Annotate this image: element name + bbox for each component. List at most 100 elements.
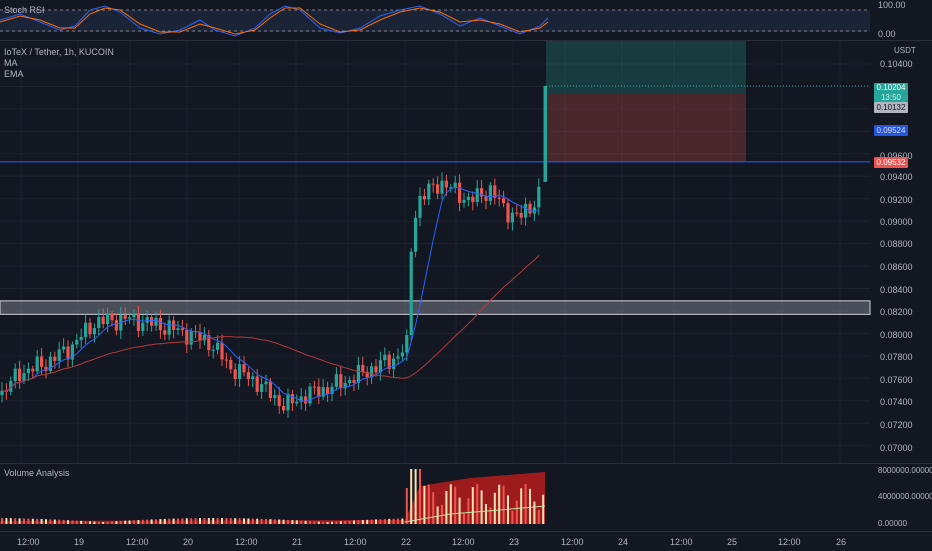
volume-bar xyxy=(278,519,281,524)
volume-bar xyxy=(62,519,65,524)
price-label: 0.09200 xyxy=(880,195,913,205)
volume-bar xyxy=(361,520,364,524)
candle-body xyxy=(378,360,382,373)
candle-body xyxy=(458,182,462,203)
pane-separator-bottom[interactable] xyxy=(0,463,932,464)
candle-body xyxy=(444,180,448,188)
volume-bar xyxy=(53,519,56,524)
price-axis[interactable]: 0.10400 0.09600 0.09400 0.09200 0.09000 … xyxy=(870,41,932,463)
volume-bar xyxy=(212,518,215,524)
volume-bar xyxy=(58,519,61,524)
price-label: 0.08200 xyxy=(880,307,913,317)
volume-bar xyxy=(137,520,140,524)
stoch-rsi-pane[interactable]: Stoch RSI 100.00 0.00 xyxy=(0,0,932,40)
volume-bar xyxy=(463,513,465,524)
candle-body xyxy=(471,196,475,203)
stoch-k-line xyxy=(0,5,549,37)
volume-bar xyxy=(128,520,131,524)
volume-bar xyxy=(150,519,153,524)
volume-bar xyxy=(392,518,395,524)
price-chart xyxy=(0,41,871,463)
time-label: 26 xyxy=(836,537,847,547)
candle-body xyxy=(510,212,514,223)
volume-bar xyxy=(511,510,514,524)
candle-body xyxy=(163,330,167,335)
candle-body xyxy=(317,386,321,397)
candle-body xyxy=(506,203,510,223)
volume-bar xyxy=(410,469,413,524)
candle-body xyxy=(295,401,299,404)
candle-body xyxy=(304,396,308,404)
candle-body xyxy=(189,331,193,345)
candle-body xyxy=(198,332,202,341)
volume-bar xyxy=(383,519,386,524)
candle-body xyxy=(462,199,466,203)
volume-bar xyxy=(102,521,105,524)
candle-body xyxy=(392,358,396,369)
volume-bar xyxy=(115,521,118,524)
ma-line xyxy=(1,186,540,402)
candle-body xyxy=(128,317,132,319)
candle-body xyxy=(154,317,158,326)
volume-bar xyxy=(238,518,241,524)
candle-body xyxy=(141,322,145,331)
time-label: 23 xyxy=(509,537,520,547)
candle-body xyxy=(260,384,264,392)
volume-bar xyxy=(471,487,474,524)
indicator-ema-label[interactable]: EMA xyxy=(4,69,24,79)
price-label: 0.08800 xyxy=(880,239,913,249)
stop-loss-tag: 0.09532 xyxy=(874,157,908,168)
volume-bar xyxy=(493,492,496,524)
candle-body xyxy=(502,198,506,204)
indicator-ma-label[interactable]: MA xyxy=(4,58,18,68)
candle-body xyxy=(418,195,422,218)
time-label: 12:00 xyxy=(126,537,149,547)
candle-body xyxy=(167,320,171,335)
time-label: 22 xyxy=(401,537,412,547)
candle-body xyxy=(339,374,343,389)
volume-pane[interactable]: Volume Analysis 8000000.00000 4000000.00… xyxy=(0,464,932,531)
time-axis[interactable]: 12:00 19 12:00 20 12:00 21 12:00 22 12:0… xyxy=(0,531,932,551)
price-label: 0.09600 xyxy=(880,151,913,161)
volume-bar xyxy=(185,518,188,524)
candle-body xyxy=(515,212,519,214)
price-label: 0.07000 xyxy=(880,443,913,453)
candle-body xyxy=(528,203,532,214)
volume-bar xyxy=(542,494,545,524)
candle-body xyxy=(352,380,356,383)
volume-bar xyxy=(309,521,311,524)
candle-body xyxy=(255,376,259,392)
volume-bar xyxy=(84,521,87,524)
volume-ma-line xyxy=(404,505,546,523)
candle-body xyxy=(26,368,30,374)
volume-bar xyxy=(71,520,74,524)
candle-body xyxy=(427,183,431,200)
price-label: 0.08600 xyxy=(880,262,913,272)
volume-bar xyxy=(419,469,421,524)
candle-body xyxy=(290,393,294,404)
volume-bar xyxy=(317,521,320,524)
symbol-title: IoTeX / Tether, 1h, KUCOIN xyxy=(4,47,114,57)
volume-bar xyxy=(89,521,91,524)
pane-separator-top[interactable] xyxy=(0,40,932,41)
time-label: 12:00 xyxy=(235,537,258,547)
candle-body xyxy=(537,186,541,208)
price-label: 0.08400 xyxy=(880,285,913,295)
volume-bar xyxy=(353,520,355,524)
candle-body xyxy=(92,328,96,335)
volume-bar xyxy=(348,520,351,524)
candle-body xyxy=(405,335,409,353)
candle-body xyxy=(22,373,26,381)
price-pane[interactable]: IoTeX / Tether, 1h, KUCOIN MA EMA USDT 0… xyxy=(0,41,932,463)
candle-body xyxy=(238,364,242,380)
volume-bar xyxy=(229,518,232,524)
volume-bar xyxy=(388,518,391,524)
volume-bar xyxy=(203,518,206,524)
volume-bar xyxy=(529,488,531,524)
volume-bar xyxy=(234,518,237,524)
volume-scale-label: 4000000.00000 xyxy=(878,492,932,501)
volume-bar xyxy=(106,521,109,524)
volume-bar xyxy=(273,519,276,524)
time-label: 12:00 xyxy=(561,537,584,547)
candle-body xyxy=(9,381,13,392)
